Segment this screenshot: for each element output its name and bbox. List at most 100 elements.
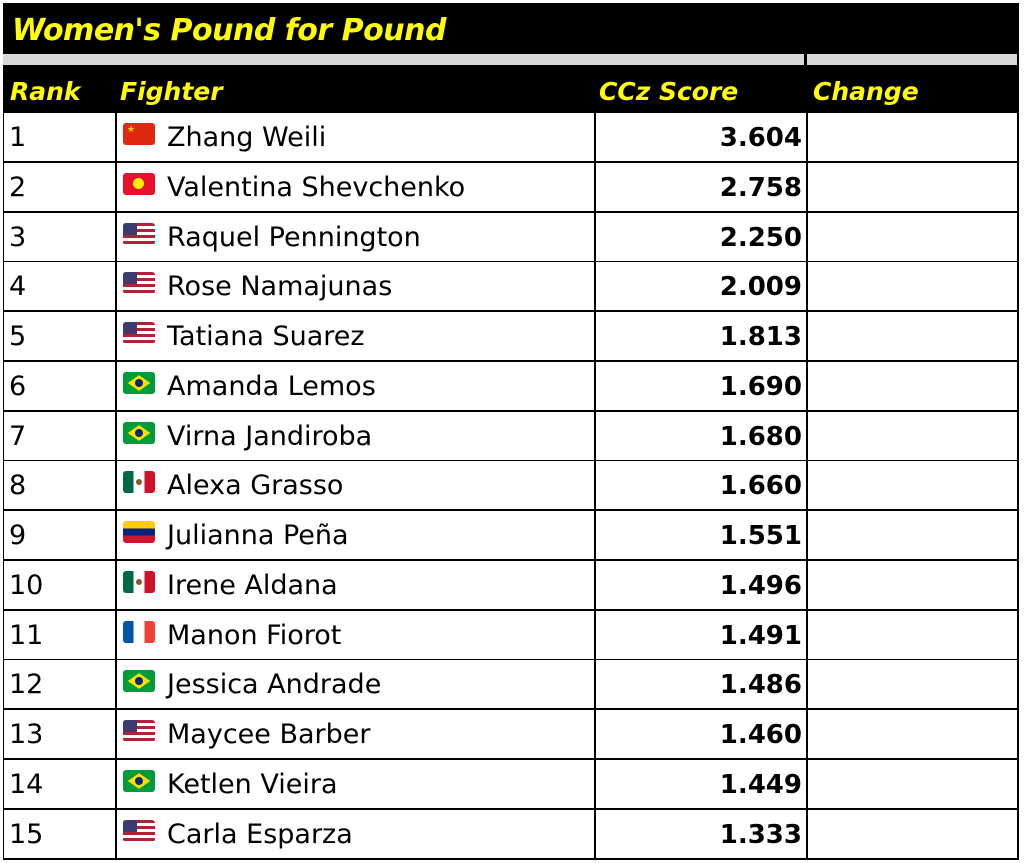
change-cell xyxy=(808,660,1017,709)
fighter-cell: Virna Jandiroba xyxy=(117,411,594,460)
separator-band xyxy=(3,54,804,65)
mexico-flag-icon xyxy=(123,570,155,593)
mexico-flag-icon xyxy=(123,471,155,494)
fighter-name: Raquel Pennington xyxy=(167,221,421,253)
fighter-cell: Maycee Barber xyxy=(117,710,594,758)
change-cell xyxy=(808,610,1017,659)
fighter-cell: Carla Esparza xyxy=(117,809,594,858)
kyrgyzstan-flag-icon xyxy=(123,172,155,195)
fighter-cell: Manon Fiorot xyxy=(117,610,594,659)
fighter-name: Manon Fiorot xyxy=(167,619,342,651)
score-cell: 1.460 xyxy=(596,710,806,758)
change-cell xyxy=(808,511,1017,559)
score-cell: 1.449 xyxy=(596,759,806,808)
rank-cell: 4 xyxy=(4,262,115,311)
usa-flag-icon xyxy=(123,819,155,842)
change-cell xyxy=(808,262,1017,311)
rank-cell: 5 xyxy=(4,312,115,360)
fighter-cell: Julianna Peña xyxy=(117,511,594,559)
fighter-name: Zhang Weili xyxy=(167,122,327,153)
rank-cell: 15 xyxy=(4,809,115,858)
table-row: 7 Virna Jandiroba 1.680 xyxy=(4,411,1017,460)
fighter-name: Maycee Barber xyxy=(167,719,371,750)
score-cell: 1.690 xyxy=(596,361,806,410)
table-row: 1 ★ Zhang Weili 3.604 xyxy=(4,113,1017,161)
fighter-name: Valentina Shevchenko xyxy=(167,171,466,203)
table-row: 4 Rose Namajunas 2.009 xyxy=(4,262,1017,311)
rank-cell: 9 xyxy=(4,511,115,559)
rankings-table: Women's Pound for Pound Rank Fighter CCz… xyxy=(3,3,1019,860)
change-cell xyxy=(808,809,1017,858)
fighter-cell: Tatiana Suarez xyxy=(117,312,594,360)
fighter-cell: Ketlen Vieira xyxy=(117,759,594,808)
header-fighter: Fighter xyxy=(120,77,223,106)
score-cell: 1.680 xyxy=(596,411,806,460)
change-cell xyxy=(808,361,1017,410)
rank-cell: 6 xyxy=(4,361,115,410)
change-cell xyxy=(808,113,1017,161)
header-rank: Rank xyxy=(10,77,81,106)
score-cell: 1.491 xyxy=(596,610,806,659)
fighter-cell: Raquel Pennington xyxy=(117,212,594,261)
table-row: 13 Maycee Barber 1.460 xyxy=(4,710,1017,758)
brazil-flag-icon xyxy=(123,371,155,394)
fighter-name: Julianna Peña xyxy=(167,520,349,551)
score-cell: 1.496 xyxy=(596,560,806,609)
table-title: Women's Pound for Pound xyxy=(12,13,446,48)
table-row: 5 Tatiana Suarez 1.813 xyxy=(4,312,1017,360)
fighter-name: Carla Esparza xyxy=(167,818,353,850)
rank-cell: 8 xyxy=(4,461,115,510)
fighter-cell: Rose Namajunas xyxy=(117,262,594,311)
rank-cell: 3 xyxy=(4,212,115,261)
header-score: CCz Score xyxy=(599,77,739,106)
score-cell: 1.486 xyxy=(596,660,806,709)
rank-cell: 10 xyxy=(4,560,115,609)
fighter-cell: ★ Zhang Weili xyxy=(117,113,594,161)
fighter-name: Virna Jandiroba xyxy=(167,420,373,452)
score-cell: 3.604 xyxy=(596,113,806,161)
change-cell xyxy=(808,162,1017,211)
fighter-name: Ketlen Vieira xyxy=(167,768,338,800)
usa-flag-icon xyxy=(123,720,155,742)
table-row: 3 Raquel Pennington 2.250 xyxy=(4,212,1017,261)
rank-cell: 7 xyxy=(4,411,115,460)
table-row: 6 Amanda Lemos 1.690 xyxy=(4,361,1017,410)
table-row: 2 Valentina Shevchenko 2.758 xyxy=(4,162,1017,211)
score-cell: 1.813 xyxy=(596,312,806,360)
table-row: 8 Alexa Grasso 1.660 xyxy=(4,461,1017,510)
france-flag-icon xyxy=(123,620,155,643)
change-cell xyxy=(808,312,1017,360)
rank-cell: 12 xyxy=(4,660,115,709)
china-flag-icon: ★ xyxy=(123,123,155,145)
change-cell xyxy=(808,710,1017,758)
fighter-cell: Valentina Shevchenko xyxy=(117,162,594,211)
fighter-name: Irene Aldana xyxy=(167,569,338,601)
usa-flag-icon xyxy=(123,272,155,295)
rank-cell: 11 xyxy=(4,610,115,659)
table-row: 11 Manon Fiorot 1.491 xyxy=(4,610,1017,659)
rank-cell: 1 xyxy=(4,113,115,161)
score-cell: 2.009 xyxy=(596,262,806,311)
fighter-name: Tatiana Suarez xyxy=(167,321,365,352)
score-cell: 1.333 xyxy=(596,809,806,858)
score-cell: 2.250 xyxy=(596,212,806,261)
fighter-cell: Jessica Andrade xyxy=(117,660,594,709)
fighter-name: Alexa Grasso xyxy=(167,470,344,502)
usa-flag-icon xyxy=(123,222,155,245)
table-row: 9 Julianna Peña 1.551 xyxy=(4,511,1017,559)
brazil-flag-icon xyxy=(123,421,155,444)
fighter-name: Amanda Lemos xyxy=(167,370,376,402)
table-row: 12 Jessica Andrade 1.486 xyxy=(4,660,1017,709)
score-cell: 2.758 xyxy=(596,162,806,211)
change-cell xyxy=(808,560,1017,609)
rank-cell: 14 xyxy=(4,759,115,808)
rank-cell: 2 xyxy=(4,162,115,211)
change-cell xyxy=(808,461,1017,510)
brazil-flag-icon xyxy=(123,670,155,693)
score-cell: 1.551 xyxy=(596,511,806,559)
fighter-cell: Irene Aldana xyxy=(117,560,594,609)
header-change: Change xyxy=(813,77,919,106)
change-cell xyxy=(808,759,1017,808)
table-row: 14 Ketlen Vieira 1.449 xyxy=(4,759,1017,808)
change-cell xyxy=(808,212,1017,261)
